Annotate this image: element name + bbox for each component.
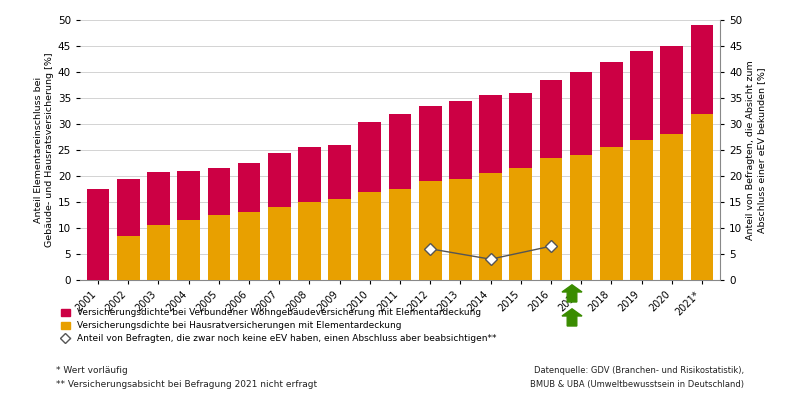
Text: ** Versicherungsabsicht bei Befragung 2021 nicht erfragt: ** Versicherungsabsicht bei Befragung 20… xyxy=(56,380,317,389)
Bar xyxy=(630,51,653,280)
Bar xyxy=(86,189,110,280)
Bar xyxy=(238,212,260,280)
Bar xyxy=(358,192,381,280)
Bar xyxy=(117,236,140,280)
Bar xyxy=(600,148,622,280)
Bar xyxy=(479,173,502,280)
Bar xyxy=(389,114,411,280)
Bar xyxy=(328,199,351,280)
Bar xyxy=(268,207,290,280)
Bar xyxy=(449,178,472,280)
Y-axis label: Anteil Elementareinschluss bei
Gebäude- und Hausratsversicherung [%]: Anteil Elementareinschluss bei Gebäude- … xyxy=(34,53,54,247)
Bar xyxy=(117,178,140,280)
Bar xyxy=(419,106,442,280)
Bar xyxy=(178,220,200,280)
Bar xyxy=(690,25,714,280)
Bar xyxy=(207,168,230,280)
Bar xyxy=(298,202,321,280)
Bar xyxy=(479,95,502,280)
Bar xyxy=(147,226,170,280)
Bar xyxy=(600,62,622,280)
Bar xyxy=(419,181,442,280)
Bar xyxy=(328,145,351,280)
Bar xyxy=(510,168,532,280)
Bar xyxy=(358,122,381,280)
Bar xyxy=(298,148,321,280)
Bar xyxy=(660,134,683,280)
Bar xyxy=(570,155,593,280)
Bar xyxy=(660,46,683,280)
Text: * Wert vorläufig: * Wert vorläufig xyxy=(56,366,128,375)
Bar xyxy=(268,152,290,280)
Bar xyxy=(147,172,170,280)
Bar xyxy=(207,215,230,280)
Legend: Versicherungsdichte bei Verbundener Wohngebäudeversicherung mit Elementardeckung: Versicherungsdichte bei Verbundener Wohn… xyxy=(61,308,496,344)
Bar xyxy=(630,140,653,280)
Bar xyxy=(540,80,562,280)
Bar xyxy=(540,158,562,280)
Bar xyxy=(690,114,714,280)
Text: Datenquelle: GDV (Branchen- und Risikostatistik),: Datenquelle: GDV (Branchen- und Risikost… xyxy=(534,366,744,375)
Bar xyxy=(510,93,532,280)
Bar xyxy=(178,171,200,280)
Bar xyxy=(570,72,593,280)
Bar xyxy=(238,163,260,280)
Bar xyxy=(449,101,472,280)
Bar xyxy=(389,189,411,280)
Y-axis label: Anteil von Befragten, die Absicht zum
Abschluss einer eEV bekunden [%]: Anteil von Befragten, die Absicht zum Ab… xyxy=(746,60,766,240)
Text: BMUB & UBA (Umweltbewusstsein in Deutschland): BMUB & UBA (Umweltbewusstsein in Deutsch… xyxy=(530,380,744,389)
